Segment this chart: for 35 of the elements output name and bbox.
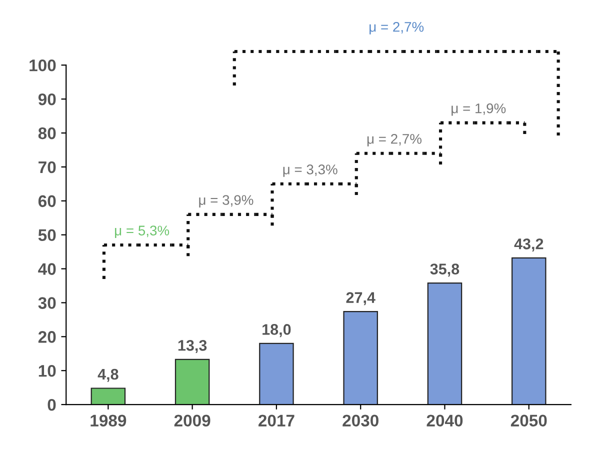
data-label: 13,3 [178,340,207,354]
x-tick-label: 2017 [258,414,294,427]
y-tick-label: 90 [38,93,56,106]
annotation: μ = 5,3% [115,226,170,238]
bar [343,310,378,405]
bar [427,282,462,405]
text: μ = 2,7% [370,22,424,34]
y-tick-label: 40 [38,263,56,275]
annotation: μ = 3,3% [283,164,338,177]
data-label: 18,0 [262,324,291,338]
y-tick-label: 50 [38,229,56,242]
y-tick-label: 80 [38,127,56,140]
data-label: 43,2 [514,238,544,252]
y-tick-label: 60 [38,195,56,208]
annotation: μ = 1,9% [452,103,506,116]
annotation: μ = 2,7% [367,134,422,146]
annotation: μ = 3,9% [199,195,254,208]
bar [90,388,126,405]
x-tick-label: 2040 [426,414,463,427]
data-label: 35,8 [430,264,460,277]
data-label: 27,4 [346,292,376,306]
x-tick-label: 2030 [342,414,378,427]
x-tick-label: 1989 [90,414,126,427]
bar [174,358,210,405]
y-tick-label: 0 [48,398,56,411]
y-tick-label: 30 [38,297,56,309]
y-tick-label: 20 [38,331,56,343]
y-tick-label: 100 [30,60,56,72]
x-tick-label: 2009 [174,414,210,427]
x-tick-label: 2050 [510,414,547,427]
bar [259,342,294,405]
y-tick-label: 70 [38,161,56,174]
y-tick-label: 10 [38,365,56,377]
bar [511,257,546,405]
data-label: 4,8 [98,368,118,382]
